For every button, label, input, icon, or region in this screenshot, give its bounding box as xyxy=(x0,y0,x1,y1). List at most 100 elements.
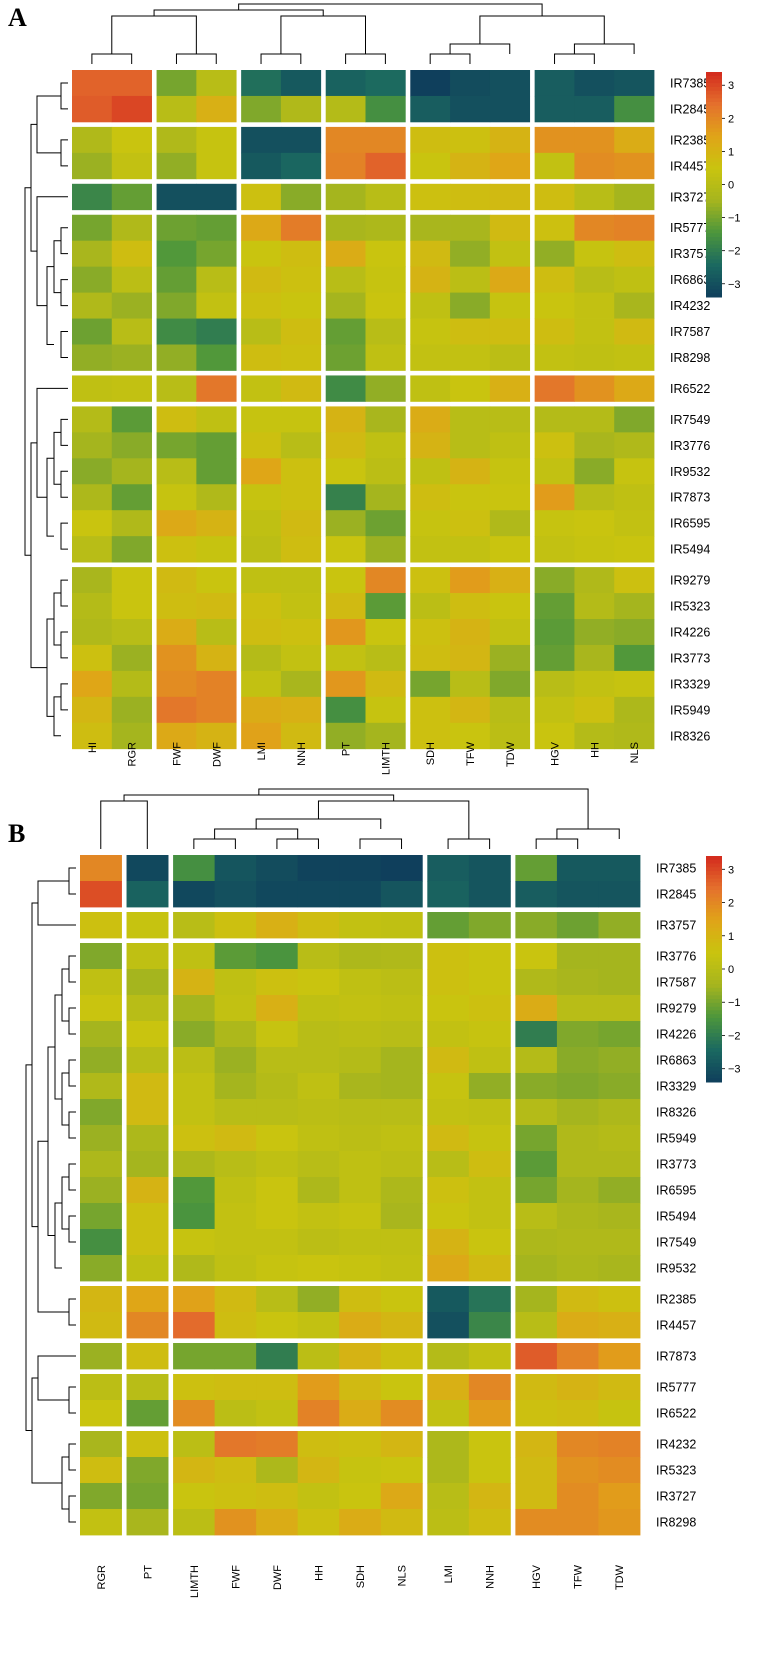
heatmap-cell xyxy=(173,1312,216,1339)
heatmap-cell xyxy=(111,458,152,485)
heatmap-cell xyxy=(196,126,237,154)
heatmap-cell xyxy=(325,344,366,371)
heatmap-cell xyxy=(534,126,575,154)
heatmap-cell xyxy=(556,1286,599,1313)
heatmap-cell xyxy=(450,375,491,402)
heatmap-cell xyxy=(80,1457,122,1484)
heatmap-cell xyxy=(598,1431,641,1458)
heatmap-cell xyxy=(297,855,340,882)
row-label: IR3329 xyxy=(656,1080,696,1094)
heatmap-cell xyxy=(173,1343,216,1370)
heatmap-cell xyxy=(297,1229,340,1256)
heatmap-cell xyxy=(614,670,655,698)
heatmap-cell xyxy=(574,619,615,646)
heatmap-cell xyxy=(339,912,382,939)
heatmap-cell xyxy=(280,644,322,672)
heatmap-cell xyxy=(256,1021,299,1048)
legend-tick-label: 2 xyxy=(728,113,734,125)
heatmap-cell xyxy=(256,1374,299,1401)
row-label: IR3773 xyxy=(670,651,710,665)
heatmap-cell xyxy=(427,1431,470,1458)
heatmap-cell xyxy=(173,943,216,970)
heatmap-cell xyxy=(380,855,423,882)
heatmap-cell xyxy=(280,432,322,459)
heatmap-cell xyxy=(156,722,197,750)
heatmap-cell xyxy=(126,1483,169,1510)
row-label: IR4232 xyxy=(670,299,710,313)
row-label: IR7873 xyxy=(670,491,710,505)
row-label: IR7549 xyxy=(670,413,710,427)
heatmap-cell xyxy=(380,1509,423,1536)
heatmap-cell xyxy=(534,536,575,563)
heatmap-cell xyxy=(80,1431,122,1458)
heatmap-cell xyxy=(80,1229,122,1256)
heatmap-cell xyxy=(196,318,237,345)
heatmap-cell xyxy=(614,375,655,402)
panel-label-b: B xyxy=(8,819,25,848)
heatmap-cell xyxy=(72,484,113,511)
heatmap-cell xyxy=(410,722,451,750)
heatmap-cell xyxy=(214,1229,257,1256)
heatmap-cell xyxy=(280,536,322,563)
heatmap-cell xyxy=(489,375,531,402)
column-label: HGV xyxy=(550,741,562,766)
heatmap-cell xyxy=(280,240,322,268)
heatmap-cell xyxy=(489,183,531,211)
heatmap-cell xyxy=(256,1099,299,1126)
heatmap-cell xyxy=(173,1374,216,1401)
heatmap-cell xyxy=(380,1229,423,1256)
heatmap-cell xyxy=(574,536,615,563)
heatmap-cell xyxy=(534,214,575,242)
heatmap-cell xyxy=(72,567,113,594)
legend-tick-label: −2 xyxy=(728,246,741,258)
heatmap-cell xyxy=(515,1203,558,1230)
heatmap-cell xyxy=(489,406,531,433)
heatmap-cell xyxy=(489,536,531,563)
heatmap-cell xyxy=(173,1099,216,1126)
column-label: RGR xyxy=(96,1565,108,1590)
heatmap-cell xyxy=(410,183,451,211)
heatmap-cell xyxy=(614,644,655,672)
heatmap-cell xyxy=(515,1073,558,1100)
heatmap-cell xyxy=(156,183,197,211)
heatmap-cell xyxy=(126,1099,169,1126)
heatmap-cell xyxy=(468,1099,511,1126)
heatmap-cell xyxy=(380,1073,423,1100)
heatmap-cell xyxy=(241,510,282,537)
heatmap-cell xyxy=(614,619,655,646)
heatmap-cell xyxy=(173,1125,216,1152)
heatmap-cell xyxy=(410,406,451,433)
heatmap-cell xyxy=(427,1099,470,1126)
heatmap-cell xyxy=(450,510,491,537)
heatmap-cell xyxy=(111,567,152,594)
heatmap-cell xyxy=(614,406,655,433)
heatmap-cell xyxy=(450,567,491,594)
row-label: IR9279 xyxy=(670,574,710,588)
heatmap-cell xyxy=(196,292,237,319)
heatmap-cell xyxy=(241,152,282,180)
row-label: IR3773 xyxy=(656,1158,696,1172)
heatmap-cell xyxy=(156,593,197,620)
heatmap-cell xyxy=(489,126,531,154)
heatmap-cell xyxy=(214,1099,257,1126)
heatmap-cell xyxy=(214,912,257,939)
heatmap-cell xyxy=(297,1312,340,1339)
heatmap-cell xyxy=(468,1457,511,1484)
heatmap-cell xyxy=(534,266,575,293)
heatmap-cell xyxy=(450,670,491,698)
heatmap-cell xyxy=(111,593,152,620)
heatmap-cell xyxy=(111,126,152,154)
heatmap-cell xyxy=(427,1312,470,1339)
heatmap-cell xyxy=(297,881,340,908)
legend-tick-label: 3 xyxy=(728,80,734,92)
heatmap-cell xyxy=(241,266,282,293)
heatmap-cell xyxy=(380,1312,423,1339)
heatmap-cell xyxy=(489,458,531,485)
heatmap-cell xyxy=(126,855,169,882)
heatmap-cell xyxy=(427,1255,470,1282)
heatmap-cell xyxy=(80,855,122,882)
heatmap-cell xyxy=(427,1151,470,1178)
heatmap-cell xyxy=(614,183,655,211)
row-label: IR7385 xyxy=(656,862,696,876)
heatmap-cell xyxy=(241,696,282,724)
